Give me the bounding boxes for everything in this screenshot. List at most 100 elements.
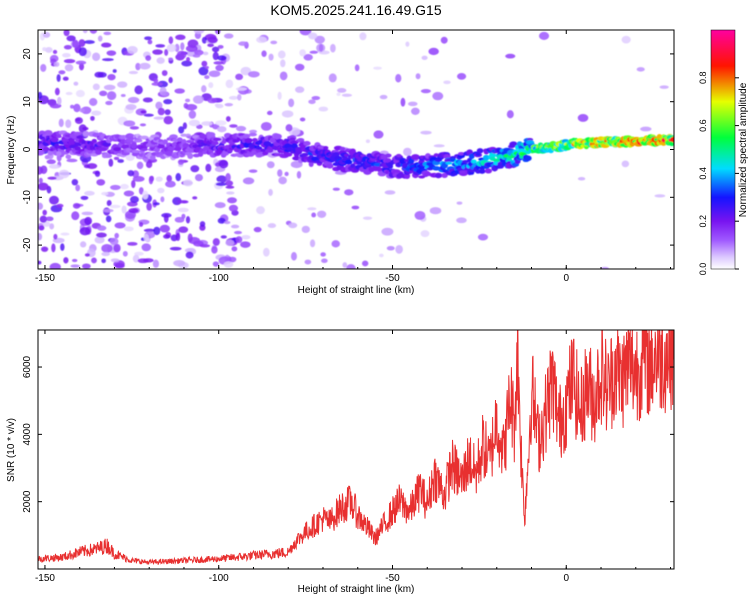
spectrogram-noise-cell [123, 120, 136, 127]
spectrogram-noise-cell [640, 126, 652, 132]
spectrogram-noise-cell [38, 233, 43, 241]
spectrogram-noise-cell [160, 196, 165, 203]
spectrogram-noise-cell [117, 159, 124, 163]
spectrogram-noise-cell [63, 30, 70, 37]
spectrogram-noise-cell [42, 209, 47, 216]
spectrogram-noise-cell [336, 92, 341, 96]
spectrogram-ridge-cell [133, 139, 143, 143]
spectrogram-noise-cell [127, 170, 135, 177]
snr-panel: -150 -100 -50 0 2000 4000 6000 Height of stra… [6, 329, 675, 595]
spectrogram-ridge-cell [153, 148, 160, 153]
spectrogram-noise-cell [80, 195, 89, 201]
spectrogram-ridge-cell [284, 152, 293, 157]
spectrogram-ridge-cell [140, 147, 148, 152]
spectrogram-noise-cell [280, 59, 286, 68]
spectrogram-noise-cell [193, 30, 205, 35]
spectrogram-noise-cell [225, 239, 235, 247]
spectrogram-ridge-cell [165, 150, 174, 157]
spectrogram-noise-cell [65, 154, 72, 160]
spectrogram-ridge-cell [206, 132, 216, 138]
spectrogram-ridge-cell [457, 152, 465, 156]
spectrogram-noise-cell [109, 204, 121, 209]
spectrogram-noise-cell [296, 171, 302, 179]
spectrogram-noise-cell [101, 251, 111, 257]
spectrogram-noise-cell [56, 74, 61, 82]
spectrogram-noise-cell [128, 70, 139, 75]
spectrogram-noise-cell [212, 261, 219, 267]
spectrogram-noise-cell [175, 173, 182, 182]
spectrogram-noise-cell [308, 99, 316, 105]
snr-background [38, 330, 674, 569]
spectrogram-noise-cell [145, 160, 153, 169]
spectrogram-ridge-cell [669, 141, 674, 147]
spectrogram-noise-cell [227, 197, 237, 204]
spectrogram-noise-cell [284, 171, 289, 177]
spectrogram-noise-cell [46, 159, 56, 165]
spectrogram-ridge-cell [201, 150, 208, 155]
spectrogram-noise-cell [311, 212, 317, 218]
spectrogram-ridge-cell [308, 161, 314, 167]
spectrogram-noise-cell [137, 258, 149, 264]
spectrogram-x-label: Height of straight line (km) [298, 285, 415, 296]
spectrogram-ridge-cell [242, 133, 251, 139]
spectrogram-noise-cell [395, 73, 402, 83]
spectrogram-noise-cell [225, 180, 234, 187]
spectrogram-noise-cell [281, 110, 294, 118]
spectrogram-noise-cell [177, 159, 185, 166]
spectrogram-noise-cell [110, 258, 120, 263]
spectrogram-noise-cell [129, 126, 140, 130]
spectrogram-noise-cell [225, 79, 234, 89]
spectrogram-noise-cell [301, 225, 310, 234]
spectrogram-noise-cell [65, 119, 72, 128]
spectrogram-ridge-cell [323, 146, 329, 150]
spectrogram-ridge-cell [212, 137, 222, 142]
spectrogram-noise-cell [219, 159, 229, 169]
spectrogram-noise-cell [303, 53, 313, 61]
spectrogram-noise-cell [299, 117, 306, 122]
spectrogram-noise-cell [48, 164, 61, 169]
spectrogram-ridge-cell [169, 134, 178, 140]
spectrogram-noise-cell [400, 97, 406, 107]
spectrogram-noise-cell [40, 165, 48, 174]
spectrogram-noise-cell [128, 208, 139, 214]
spectrogram-noise-cell [113, 156, 120, 161]
spectrogram-noise-cell [45, 216, 54, 222]
spectrogram-noise-cell [63, 44, 72, 50]
spectrogram-noise-cell [342, 262, 348, 268]
spectrogram-ridge-cell [484, 168, 493, 174]
spectrogram-noise-cell [66, 35, 76, 42]
spectrogram-noise-cell [168, 36, 174, 45]
spectrogram-noise-cell [180, 42, 185, 51]
spectrogram-noise-cell [134, 251, 144, 256]
colorbar-tick-label: 0.6 [698, 119, 708, 132]
spectrogram-noise-cell [82, 30, 88, 34]
spectrogram-ridge-cell [260, 148, 266, 153]
spectrogram-noise-cell [182, 122, 187, 130]
spectrogram-noise-cell [407, 101, 418, 107]
spectrogram-noise-cell [636, 67, 645, 72]
snr-y-tick-label: 6000 [22, 355, 33, 378]
spectrogram-noise-cell [58, 169, 70, 179]
spectrogram-noise-cell [354, 64, 360, 72]
spectrogram-noise-cell [101, 42, 112, 48]
spectrogram-y-tick-label: 0 [22, 146, 33, 152]
spectrogram-noise-cell [102, 208, 114, 213]
spectrogram-noise-cell [49, 195, 59, 205]
spectrogram-ridge-cell [262, 151, 269, 156]
spectrogram-noise-cell [373, 66, 382, 70]
spectrogram-noise-cell [173, 259, 186, 267]
spectrogram-noise-cell [199, 221, 206, 227]
spectrogram-noise-cell [285, 124, 293, 132]
spectrogram-noise-cell [270, 40, 278, 45]
spectrogram-noise-cell [79, 226, 91, 236]
spectrogram-noise-cell [54, 87, 60, 96]
spectrogram-noise-cell [235, 87, 248, 91]
spectrogram-noise-cell [217, 217, 226, 224]
spectrogram-noise-cell [38, 177, 43, 184]
spectrogram-noise-cell [234, 230, 242, 235]
spectrogram-noise-cell [361, 260, 369, 267]
spectrogram-noise-cell [174, 216, 185, 223]
spectrogram-noise-cell [208, 70, 221, 78]
spectrogram-x-tick-label: 0 [563, 273, 569, 284]
spectrogram-noise-cell [211, 246, 218, 254]
